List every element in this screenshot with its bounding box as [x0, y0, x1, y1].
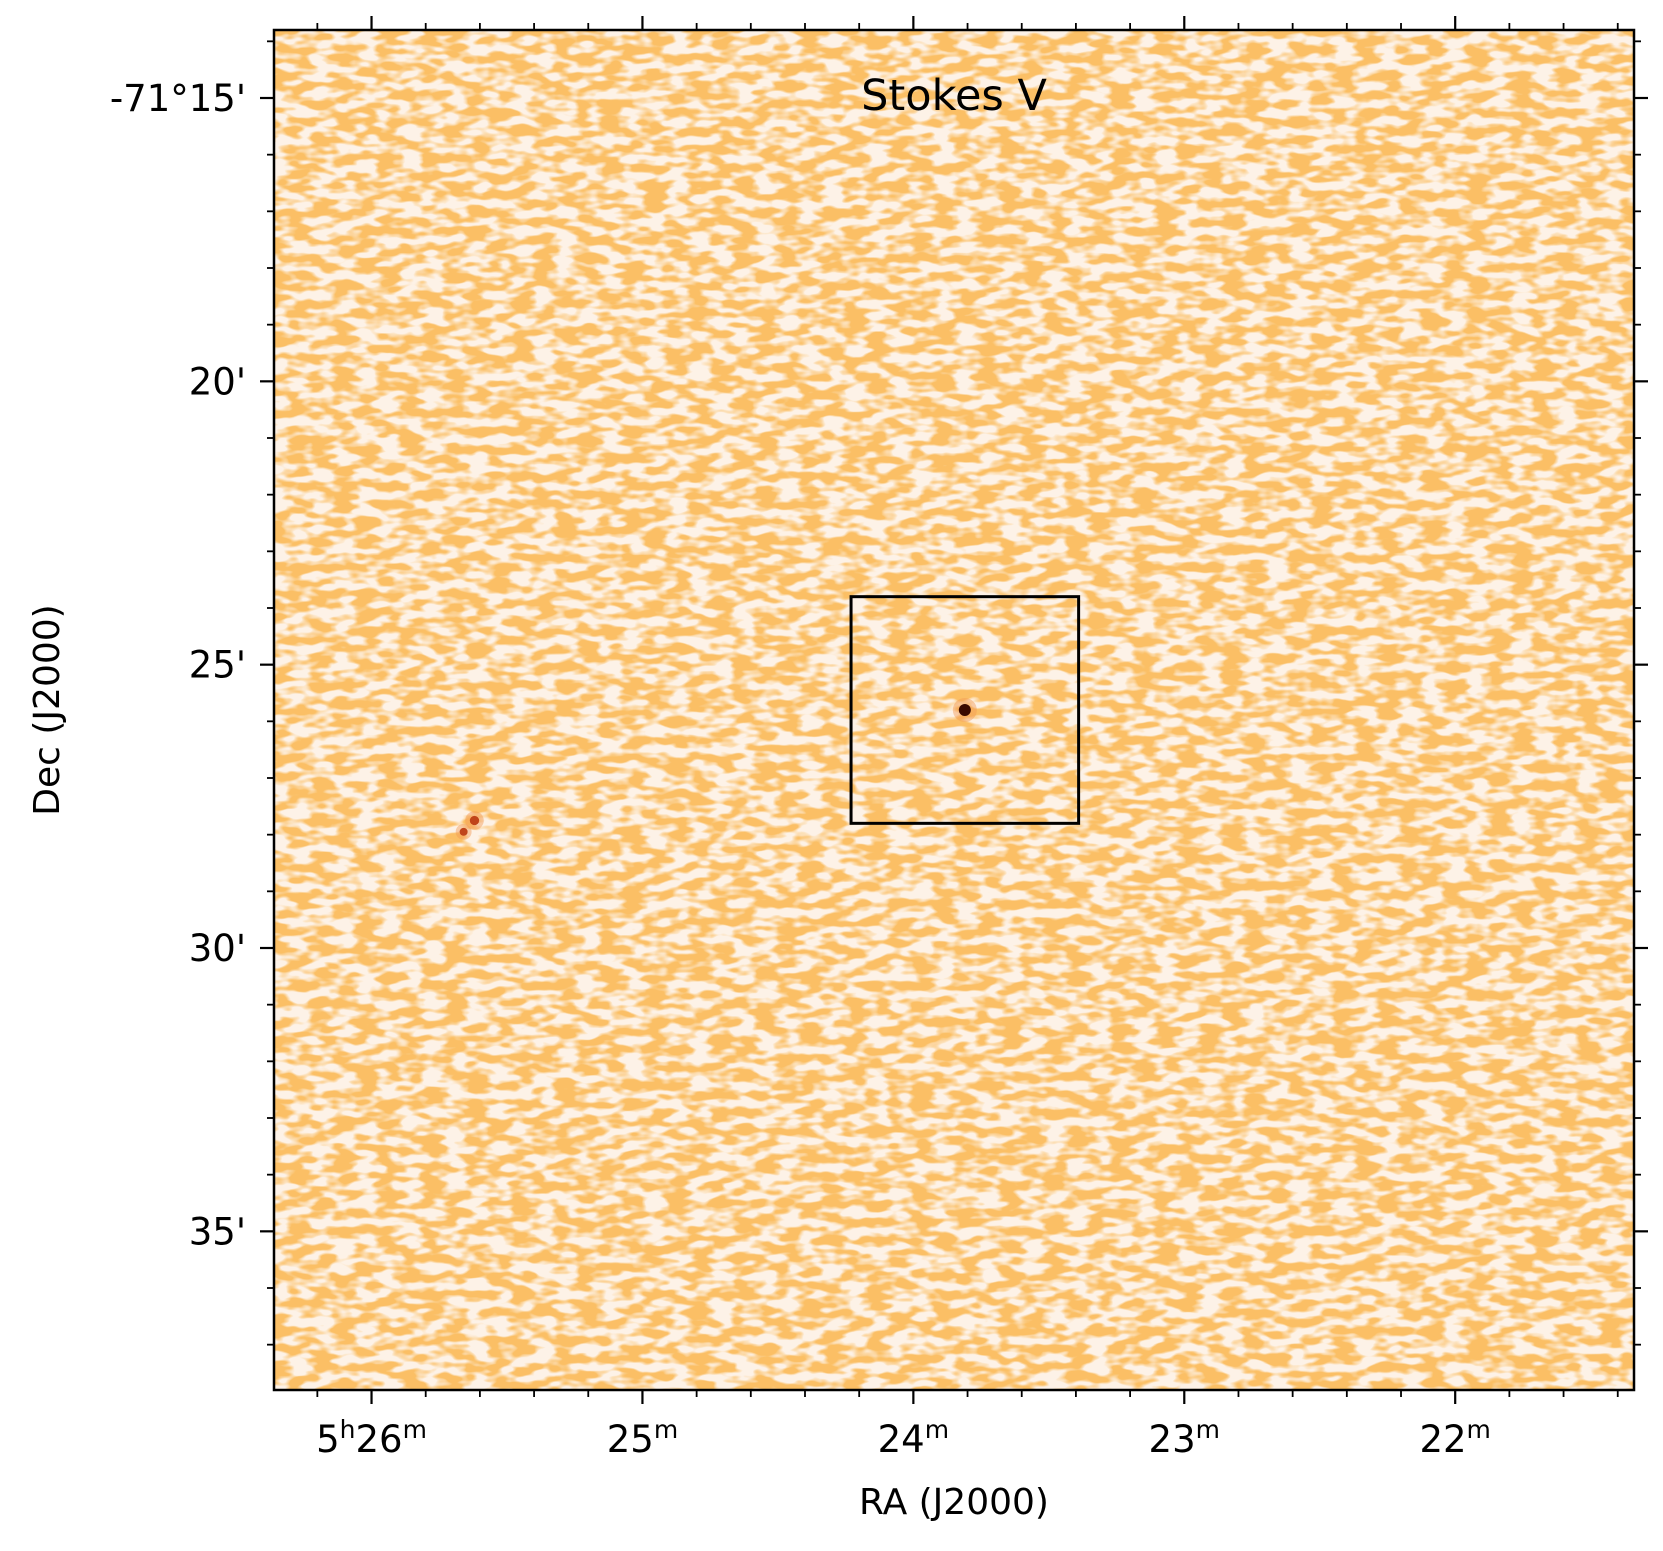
plot-frame	[272, 28, 1636, 1392]
box-layer	[849, 595, 1081, 825]
x-tick-label-part: m	[1196, 1415, 1220, 1444]
image-area	[274, 30, 1634, 1390]
x-axis-label: RA (J2000)	[859, 1482, 1049, 1523]
y-tick-label: 30'	[189, 927, 246, 970]
y-tick-label: 25'	[189, 644, 246, 687]
source-peak	[459, 827, 468, 836]
x-tick-label: 23m	[1149, 1415, 1220, 1461]
x-tick-label-part: 22	[1419, 1418, 1466, 1461]
chart-title: Stokes V	[861, 71, 1047, 121]
x-tick-label-part: 26	[356, 1418, 403, 1461]
x-tick-label-part: h	[340, 1415, 356, 1444]
x-tick-label-part: 25	[607, 1418, 654, 1461]
x-tick-label: 24m	[878, 1415, 949, 1461]
source-peak	[469, 815, 480, 826]
x-tick-label-part: 23	[1149, 1418, 1196, 1461]
x-tick-label-part: m	[403, 1415, 427, 1444]
sources-layer	[455, 698, 977, 840]
y-tick-label: 20'	[189, 360, 246, 403]
x-tick-label-part: m	[1467, 1415, 1491, 1444]
x-tick-label-part: 5	[316, 1418, 340, 1461]
x-tick-label: 25m	[607, 1415, 678, 1461]
ticks-layer: 5h26m 25m 24m 23m 22m-71°15'20'25'30'35'	[110, 16, 1648, 1461]
y-axis-label: Dec (J2000)	[27, 604, 68, 815]
source-peak	[958, 704, 971, 716]
x-tick-label: 5h26m	[316, 1415, 427, 1461]
image-noise	[274, 30, 1634, 1390]
x-tick-label: 22m	[1419, 1415, 1490, 1461]
x-tick-label-part: m	[925, 1415, 949, 1444]
region-box	[849, 595, 1081, 825]
x-tick-label-part: 24	[878, 1418, 925, 1461]
y-tick-label: -71°15'	[110, 77, 246, 120]
y-tick-label: 35'	[189, 1210, 246, 1253]
x-tick-label-part: m	[654, 1415, 678, 1444]
